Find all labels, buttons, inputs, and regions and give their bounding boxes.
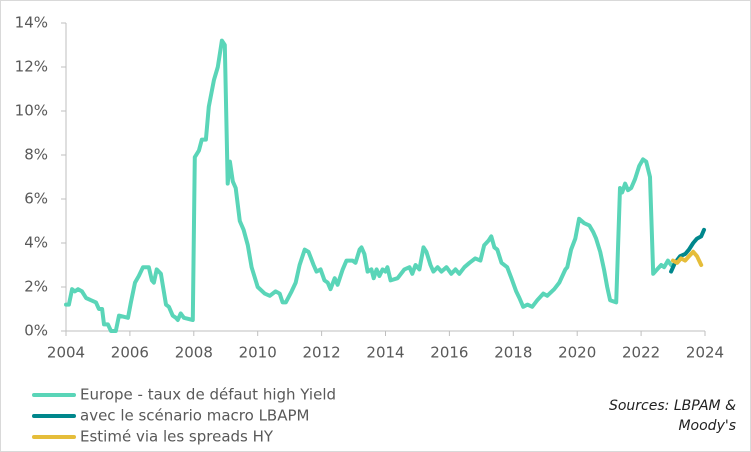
y-tick-label: 2% (24, 278, 48, 296)
series-line (64, 38, 674, 333)
y-tick-label: 6% (24, 190, 48, 208)
y-tick-label: 10% (15, 102, 48, 120)
source-note: Sources: LBPAM & (609, 398, 736, 414)
x-tick-label: 2008 (175, 344, 213, 362)
y-tick-label: 12% (15, 58, 48, 76)
y-tick-label: 8% (24, 146, 48, 164)
source-note: Moody's (678, 418, 736, 434)
x-tick-label: 2010 (239, 344, 277, 362)
y-tick-label: 0% (24, 322, 48, 340)
legend-label: avec le scénario macro LBAPM (80, 407, 309, 425)
x-tick-label: 2006 (111, 344, 149, 362)
legend-label: Estimé via les spreads HY (80, 428, 274, 446)
series-line (671, 249, 704, 267)
x-tick-label: 2018 (494, 344, 532, 362)
x-tick-label: 2024 (686, 344, 724, 362)
x-tick-label: 2004 (47, 344, 85, 362)
y-tick-label: 14% (15, 14, 48, 32)
legend-label: Europe - taux de défaut high Yield (80, 386, 336, 404)
x-tick-label: 2012 (303, 344, 341, 362)
y-tick-label: 4% (24, 234, 48, 252)
x-tick-label: 2022 (622, 344, 660, 362)
x-tick-label: 2016 (430, 344, 468, 362)
x-tick-label: 2020 (558, 344, 596, 362)
x-tick-label: 2014 (366, 344, 404, 362)
